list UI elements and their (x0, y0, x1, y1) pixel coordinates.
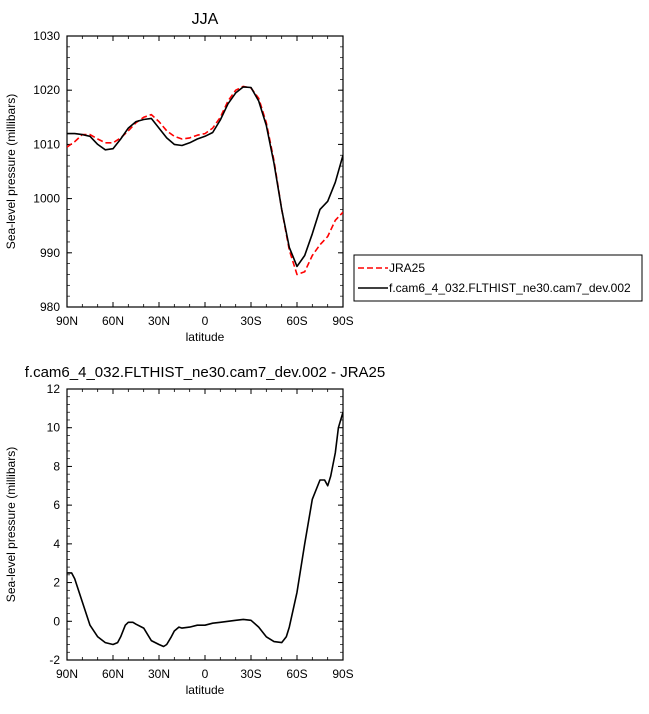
plot-frame (66, 35, 344, 308)
x-tick-label: 60N (102, 667, 124, 681)
x-tick-label: 0 (202, 667, 209, 681)
y-tick-label: 4 (53, 537, 60, 551)
y-tick-label: 10 (47, 421, 61, 435)
legend-box (353, 254, 643, 302)
y-tick-label: 1000 (33, 192, 60, 206)
chart-2: f.cam6_4_032.FLTHIST_ne30.cam7_dev.002 -… (4, 364, 385, 697)
series-line-1 (67, 85, 343, 276)
y-tick-label: 12 (47, 382, 61, 396)
x-tick-label: 90S (332, 667, 353, 681)
x-tick-label: 30S (240, 667, 261, 681)
y-tick-label: -2 (49, 653, 60, 667)
x-axis-label: latitude (186, 330, 225, 344)
y-axis-label: Sea-level pressure (millibars) (4, 447, 18, 602)
x-tick-label: 30S (240, 314, 261, 328)
y-tick-label: 0 (53, 614, 60, 628)
series-line-2 (67, 86, 343, 268)
x-axis-label: latitude (186, 683, 225, 697)
y-tick-label: 980 (40, 300, 60, 314)
chart-title: JJA (192, 11, 219, 28)
x-tick-label: 60S (286, 314, 307, 328)
y-tick-label: 1030 (33, 29, 60, 43)
x-tick-label: 0 (202, 314, 209, 328)
x-tick-label: 30N (148, 667, 170, 681)
x-tick-label: 60S (286, 667, 307, 681)
x-tick-label: 30N (148, 314, 170, 328)
y-tick-label: 6 (53, 498, 60, 512)
y-tick-label: 990 (40, 246, 60, 260)
x-tick-label: 60N (102, 314, 124, 328)
y-tick-label: 8 (53, 459, 60, 473)
x-tick-label: 90N (56, 667, 78, 681)
series-line-1 (67, 411, 343, 648)
x-tick-label: 90N (56, 314, 78, 328)
y-tick-label: 2 (53, 576, 60, 590)
x-tick-label: 90S (332, 314, 353, 328)
plot-frame (66, 388, 344, 661)
legend: JRA25 f.cam6_4_032.FLTHIST_ne30.cam7_dev.… (353, 254, 643, 302)
chart-1: JJA 90N 60N 30N 0 30S 60S 90S 980 990 1000 1010 1020… (4, 11, 643, 344)
legend-label: JRA25 (389, 261, 425, 275)
y-axis-label: Sea-level pressure (millibars) (4, 94, 18, 249)
legend-label: f.cam6_4_032.FLTHIST_ne30.cam7_dev.002 (389, 281, 631, 295)
chart-title: f.cam6_4_032.FLTHIST_ne30.cam7_dev.002 -… (25, 364, 385, 381)
y-tick-label: 1020 (33, 83, 60, 97)
y-tick-label: 1010 (33, 137, 60, 151)
